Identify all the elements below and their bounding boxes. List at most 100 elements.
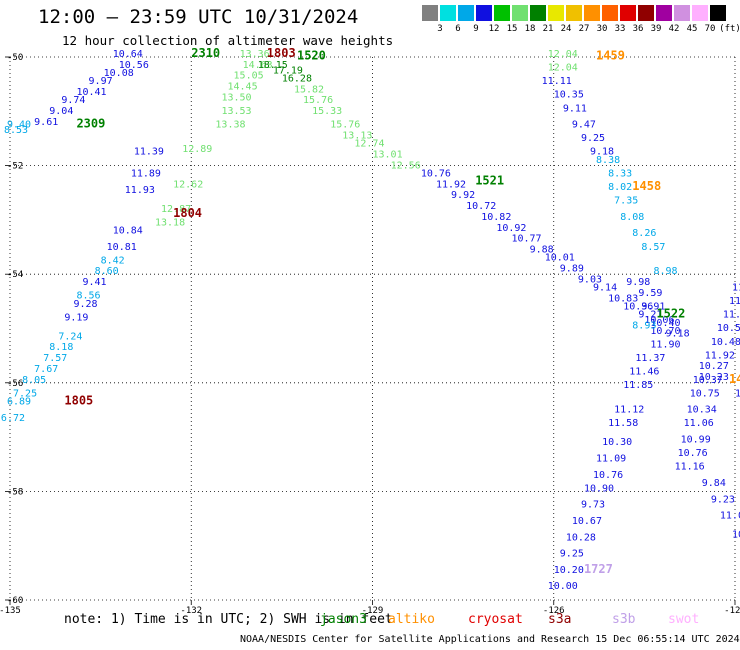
color-swatch <box>692 5 708 21</box>
wave-height-label: 6.72 <box>1 413 25 424</box>
wave-height-label: 13.18 <box>155 217 185 228</box>
color-swatch <box>458 5 474 21</box>
wave-height-label: 14.45 <box>228 82 258 93</box>
wave-height-label: 10.40 <box>650 318 680 329</box>
track-labels: 2310 2309 1804 1805 1803 1520 1521 1459 1458 1522… <box>64 46 740 576</box>
wave-height-label: 10.77 <box>511 234 541 245</box>
wave-height-label: 10.28 <box>566 532 596 543</box>
wave-height-label: 10.83 <box>608 293 638 304</box>
color-swatch <box>656 5 672 21</box>
wave-height-label: 9.18 <box>666 329 690 340</box>
wave-height-label: 9.23 <box>711 494 735 505</box>
wave-height-label: 11.93 <box>125 185 155 196</box>
wave-height-label: 10.34 <box>687 405 717 416</box>
track-label: 1803 <box>267 46 296 60</box>
wave-height-label: 10.23 <box>699 372 729 383</box>
wave-height-label: 9.84 <box>702 478 726 489</box>
y-tick-label: -52 <box>7 162 23 172</box>
wave-height-label: 10.99 <box>681 435 711 446</box>
wave-height-label: 14.63 <box>243 60 273 71</box>
wave-height-label: 10.84 <box>113 225 143 236</box>
wave-height-label: 12.87 <box>161 204 191 215</box>
y-tick-label: -56 <box>7 379 23 389</box>
wave-height-label: 6.89 <box>7 397 31 408</box>
wave-height-label: 9.91 <box>641 301 665 312</box>
wave-height-label: 9.04 <box>49 106 73 117</box>
wave-height-label: 9.92 <box>451 190 475 201</box>
wave-height-label: 13.13 <box>342 130 372 141</box>
color-scale-tick: 42 <box>668 24 680 34</box>
wave-height-label: 10.27 <box>699 361 729 372</box>
wave-height-label: 17.19 <box>273 65 303 76</box>
wave-height-label: 13.01 <box>373 149 403 160</box>
wave-height-label: 9.03 <box>578 274 602 285</box>
wave-height-label: 9.40 <box>7 120 31 131</box>
wave-height-label: 11.92 <box>705 350 735 361</box>
y-tick-label: -54 <box>7 270 23 280</box>
wave-height-label: 8.08 <box>620 212 644 223</box>
wave-height-label: 15.82 <box>294 84 324 95</box>
color-swatch <box>584 5 600 21</box>
wave-height-label: 11.89 <box>131 168 161 179</box>
wave-height-label: 11.11 <box>542 76 572 87</box>
color-scale-tick: 45 <box>686 24 698 34</box>
wave-height-label: 11.46 <box>629 367 659 378</box>
chart-title: 12:00 — 23:59 UTC 10/31/2024 <box>38 6 359 28</box>
color-scale-tick: 39 <box>650 24 662 34</box>
wave-height-label: 13.53 <box>221 106 251 117</box>
wave-height-label: 10.70 <box>650 326 680 337</box>
color-scale-tick: 6 <box>455 24 461 34</box>
wave-height-label: 11.90 <box>732 282 740 293</box>
wave-height-label: 11.16 <box>675 462 705 473</box>
color-scale-tick: 33 <box>614 24 626 34</box>
wave-height-label: 7.35 <box>614 196 638 207</box>
color-swatch <box>710 5 726 21</box>
color-swatch <box>620 5 636 21</box>
wave-height-label: 9.11 <box>563 103 587 114</box>
wave-height-label: 10.01 <box>545 253 575 264</box>
wave-height-label: 11.50 <box>723 310 740 321</box>
wave-height-label: 9.89 <box>560 263 584 274</box>
wave-height-label: 8.42 <box>101 255 125 266</box>
color-scale-tick: 3 <box>437 24 443 34</box>
wave-height-label: 11.85 <box>623 380 653 391</box>
color-scale-tick: 18 <box>524 24 536 34</box>
wave-height-label: 10.20 <box>554 565 584 576</box>
color-scale-tick: 70 <box>704 24 716 34</box>
color-swatch <box>530 5 546 21</box>
wave-height-label: 10.74 <box>732 530 740 541</box>
wave-height-label: 12.56 <box>391 160 421 171</box>
wave-height-label: 9.73 <box>581 500 605 511</box>
wave-height-label: 8.53 <box>4 125 28 136</box>
color-scale-tick: 30 <box>596 24 608 34</box>
wave-height-label: 11.59 <box>729 296 740 307</box>
color-scale-unit: (ft) <box>719 24 740 34</box>
color-scale-tick: 27 <box>578 24 590 34</box>
track-label: 2310 <box>191 46 220 60</box>
wave-height-label: 8.18 <box>49 342 73 353</box>
track-label: 1522 <box>656 307 685 321</box>
wave-height-label: 8.56 <box>76 291 100 302</box>
wave-height-label: 10.35 <box>554 90 584 101</box>
wave-height-label: 8.60 <box>95 266 119 277</box>
track-label: 1804 <box>173 206 202 220</box>
wave-height-label: 8.02 <box>608 182 632 193</box>
wave-height-label: 11.12 <box>614 405 644 416</box>
wave-height-label: 10.36 <box>623 301 653 312</box>
wave-height-label: 9.25 <box>560 549 584 560</box>
track-label: 1459 <box>596 49 625 63</box>
wave-height-label: 10.37 <box>693 375 723 386</box>
wave-height-label: 9.98 <box>626 277 650 288</box>
mission-swot: swot <box>668 612 700 627</box>
color-swatch <box>674 5 690 21</box>
track-label: 1458 <box>632 179 661 193</box>
y-tick-label: -50 <box>7 53 23 63</box>
wave-height-label: 15.76 <box>330 120 360 131</box>
wave-height-label: 8.38 <box>596 155 620 166</box>
wave-height-label: 11.09 <box>596 454 626 465</box>
footer-note: note: 1) Time is in UTC; 2) SWH is in fe… <box>64 612 393 627</box>
wave-height-label: 15.05 <box>234 71 264 82</box>
wave-height-label: 10.67 <box>572 516 602 527</box>
wave-height-label: 12.04 <box>548 49 578 60</box>
color-swatch <box>422 5 438 21</box>
